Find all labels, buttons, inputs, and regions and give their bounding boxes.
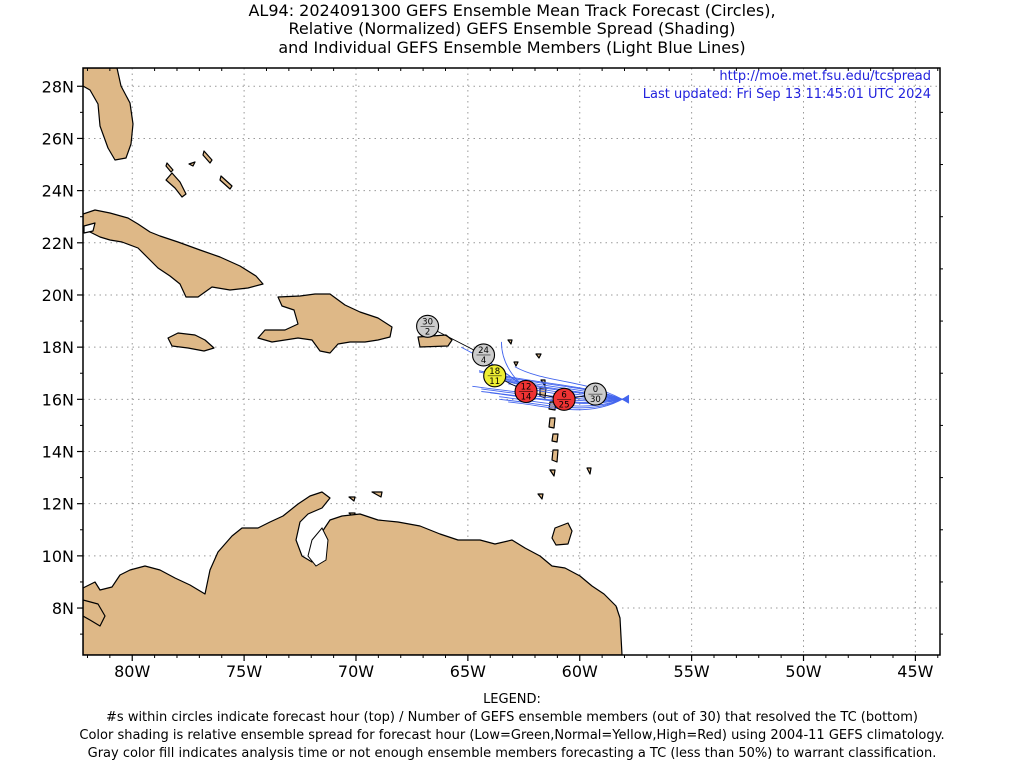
land-trinidad	[551, 522, 573, 546]
y-tick-label: 12N	[42, 495, 74, 514]
lake-maracaibo	[307, 527, 329, 567]
x-tick-label: 55W	[674, 662, 710, 680]
forecast-hour-label: 6	[561, 390, 566, 400]
member-count-label: 2	[425, 327, 430, 337]
map-axes: 80W 75W 70W 65W 60W 55W 50W 45W28N26N24N22N20N1…	[42, 68, 943, 680]
forecast-hour-label: 18	[489, 367, 500, 377]
land-panama-costa-rica	[83, 599, 106, 627]
forecast-point-hour-6: 625	[552, 387, 576, 411]
map-title-line-2: Relative (Normalized) GEFS Ensemble Spre…	[288, 19, 736, 38]
last-updated-text: Last updated: Fri Sep 13 11:45:01 UTC 20…	[642, 87, 931, 102]
x-tick-label: 80W	[114, 662, 150, 680]
member-count-label: 14	[521, 393, 532, 403]
x-tick-label: 45W	[897, 662, 933, 680]
member-count-label: 4	[481, 356, 486, 366]
land-jamaica	[167, 332, 215, 352]
member-track	[514, 366, 630, 404]
y-tick-label: 22N	[42, 234, 74, 253]
forecast-hour-label: 12	[521, 383, 532, 393]
y-tick-label: 20N	[42, 286, 74, 305]
y-tick-label: 26N	[42, 129, 74, 148]
land-cuba	[83, 209, 264, 298]
member-count-label: 30	[590, 395, 601, 405]
y-tick-label: 14N	[42, 443, 74, 462]
y-tick-label: 10N	[42, 547, 74, 566]
y-tick-label: 16N	[42, 390, 74, 409]
land-bahamas	[165, 172, 187, 198]
y-tick-label: 24N	[42, 182, 74, 201]
map-title-line-1: AL94: 2024091300 GEFS Ensemble Mean Trac…	[248, 1, 776, 20]
forecast-point-hour-24: 244	[471, 343, 496, 367]
x-tick-label: 70W	[338, 662, 374, 680]
legend-line-1: #s within circles indicate forecast hour…	[106, 710, 918, 725]
forecast-point-hour-0: 030	[583, 382, 607, 406]
forecast-hour-label: 24	[478, 346, 489, 356]
land-florida	[83, 68, 134, 161]
member-count-label: 25	[559, 400, 570, 410]
forecast-hour-label: 0	[593, 385, 598, 395]
land-masses	[83, 68, 623, 655]
map-title-line-3: and Individual GEFS Ensemble Members (Li…	[278, 38, 746, 57]
land-hispaniola	[257, 293, 393, 354]
legend-line-2: Color shading is relative ensemble sprea…	[79, 728, 945, 743]
forecast-hour-label: 30	[422, 317, 433, 327]
land-south-america	[83, 491, 623, 655]
member-count-label: 11	[489, 377, 500, 387]
map-frame	[82, 67, 941, 656]
legend-line-3: Gray color fill indicates analysis time …	[87, 746, 937, 761]
y-tick-label: 18N	[42, 338, 74, 357]
x-tick-label: 60W	[562, 662, 598, 680]
x-tick-label: 65W	[450, 662, 486, 680]
x-tick-label: 50W	[785, 662, 821, 680]
forecast-point-hour-30: 302	[416, 314, 440, 338]
y-tick-label: 8N	[52, 599, 74, 618]
x-tick-label: 75W	[226, 662, 262, 680]
y-tick-label: 28N	[42, 77, 74, 96]
source-url-link[interactable]: http://moe.met.fsu.edu/tcspread	[719, 69, 931, 84]
legend-heading: LEGEND:	[483, 692, 541, 707]
land-puerto-rico	[417, 334, 453, 348]
